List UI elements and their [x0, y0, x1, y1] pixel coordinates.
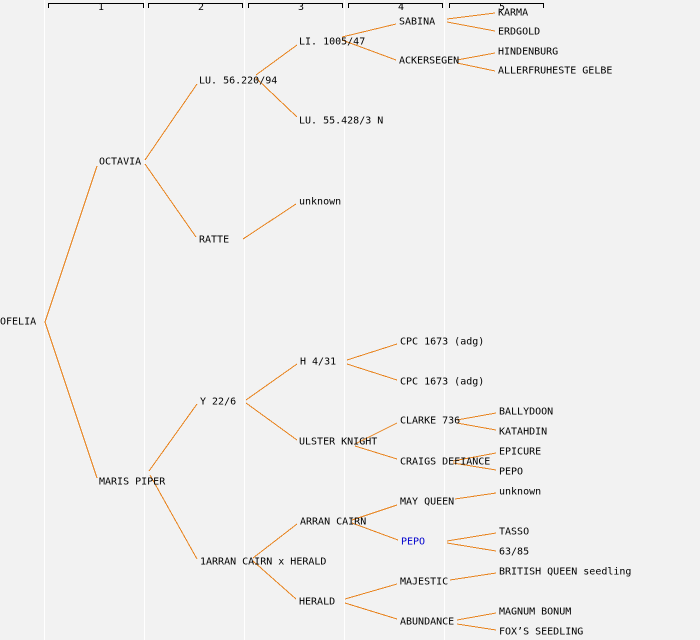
node-cpc-1673-adg-1: CPC 1673 (adg) [400, 336, 485, 348]
edge-h-4-31-cpc-1673-adg-1 [346, 343, 398, 361]
generation-bracket-1 [48, 3, 144, 8]
edge-ulster-knight-clarke-736 [354, 422, 398, 445]
node-ballydoon: BALLYDOON [499, 406, 554, 418]
generation-bracket-5 [449, 3, 544, 8]
edge-arran-cairn-pepo-link [351, 522, 399, 541]
node-foxs-seedling: FOX’S SEEDLING [499, 626, 584, 638]
edge-pepo-link-tasso [446, 532, 497, 542]
edge-craigs-defiance-pepo [452, 462, 497, 471]
node-pepo-link[interactable]: PEPO [401, 536, 426, 548]
node-ofelia: OFELIA [0, 316, 37, 328]
edge-pepo-link-63-85 [446, 542, 497, 552]
edge-maris-piper-arran-cairn-x-herald [149, 474, 198, 560]
node-hindenburg: HINDENBURG [498, 46, 559, 58]
edge-sabina-erdgold [446, 21, 496, 32]
node-y-22-6: Y 22/6 [200, 396, 237, 408]
node-karma: KARMA [498, 7, 529, 19]
generation-bracket-3 [248, 3, 343, 8]
node-katahdin: KATAHDIN [499, 426, 548, 438]
generation-label-4: 4 [397, 2, 405, 13]
edge-majestic-british-queen-seedling [449, 572, 497, 581]
edge-arran-cairn-may-queen [351, 504, 398, 521]
generation-label-5: 5 [498, 2, 506, 13]
node-maris-piper: MARIS PIPER [99, 476, 166, 488]
edge-may-queen-unknown-may-queen [454, 492, 497, 500]
node-lu-56-220-94: LU. 56.220/94 [199, 75, 278, 87]
node-clarke-736: CLARKE 736 [400, 415, 461, 427]
edge-octavia-lu-56-220-94 [144, 83, 198, 161]
node-63-85: 63/85 [499, 546, 530, 558]
edge-ratte-unknown-ratte [242, 203, 297, 240]
edge-herald-abundance [344, 602, 398, 620]
node-allerfruheste-gelbe: ALLERFRUHESTE GELBE [498, 65, 613, 77]
node-sabina: SABINA [399, 16, 436, 28]
generation-label-1: 1 [97, 2, 105, 13]
node-h-4-31: H 4/31 [300, 356, 337, 368]
node-li-1005-47: LI. 1005/47 [299, 36, 366, 48]
edge-herald-majestic [344, 583, 398, 600]
node-octavia: OCTAVIA [99, 156, 142, 168]
node-british-queen-seedling: BRITISH QUEEN seedling [499, 566, 632, 578]
node-arran-cairn: ARRAN CAIRN [300, 516, 367, 528]
edge-h-4-31-cpc-1673-adg-2 [346, 363, 398, 381]
edge-y-22-6-h-4-31 [245, 363, 298, 401]
edge-ofelia-octavia [44, 165, 98, 323]
node-unknown-ratte: unknown [299, 196, 342, 208]
edge-ackersegen-hindenburg [456, 52, 496, 61]
node-may-queen: MAY QUEEN [400, 496, 455, 508]
edge-octavia-ratte [144, 163, 197, 238]
node-herald: HERALD [299, 596, 336, 608]
node-ulster-knight: ULSTER KNIGHT [299, 436, 378, 448]
edge-clarke-736-katahdin [456, 422, 497, 431]
edge-ofelia-maris-piper [44, 321, 98, 479]
node-erdgold: ERDGOLD [498, 26, 541, 38]
node-tasso: TASSO [499, 526, 530, 538]
edge-sabina-karma [446, 12, 496, 20]
edge-abundance-foxs-seedling [456, 623, 497, 631]
node-pepo: PEPO [499, 466, 524, 478]
generation-bracket-2 [148, 3, 243, 8]
node-magnum-bonum: MAGNUM BONUM [499, 606, 572, 618]
node-craigs-defiance: CRAIGS DEFIANCE [400, 456, 491, 468]
edge-abundance-magnum-bonum [456, 612, 497, 621]
edge-ulster-knight-craigs-defiance [354, 445, 398, 460]
edge-maris-piper-y-22-6 [148, 403, 198, 472]
node-lu-55-428-3-n: LU. 55.428/3 N [299, 115, 384, 127]
edge-lu-56-220-94-lu-55-428-3-n [255, 77, 298, 118]
edge-arran-cairn-x-herald-herald [252, 560, 297, 600]
node-epicure: EPICURE [499, 446, 542, 458]
node-majestic: MAJESTIC [400, 576, 449, 588]
node-ratte: RATTE [199, 234, 230, 246]
edge-li-1005-47-sabina [341, 23, 397, 38]
node-cpc-1673-adg-2: CPC 1673 (adg) [400, 376, 485, 388]
generation-bracket-4 [348, 3, 443, 8]
node-ackersegen: ACKERSEGEN [399, 55, 460, 67]
node-unknown-may-queen: unknown [499, 486, 542, 498]
node-abundance: ABUNDANCE [400, 616, 455, 628]
edge-arran-cairn-x-herald-arran-cairn [252, 523, 298, 559]
edge-li-1005-47-ackersegen [341, 39, 397, 61]
generation-label-3: 3 [297, 2, 305, 13]
edge-y-22-6-ulster-knight [245, 402, 298, 441]
generation-label-2: 2 [197, 2, 205, 13]
edge-ackersegen-allerfruheste-gelbe [456, 62, 496, 72]
node-arran-cairn-x-herald: 1ARRAN CAIRN x HERALD [200, 556, 327, 568]
edge-clarke-736-ballydoon [456, 412, 497, 421]
edge-craigs-defiance-epicure [452, 452, 497, 462]
edge-lu-56-220-94-li-1005-47 [255, 44, 298, 76]
